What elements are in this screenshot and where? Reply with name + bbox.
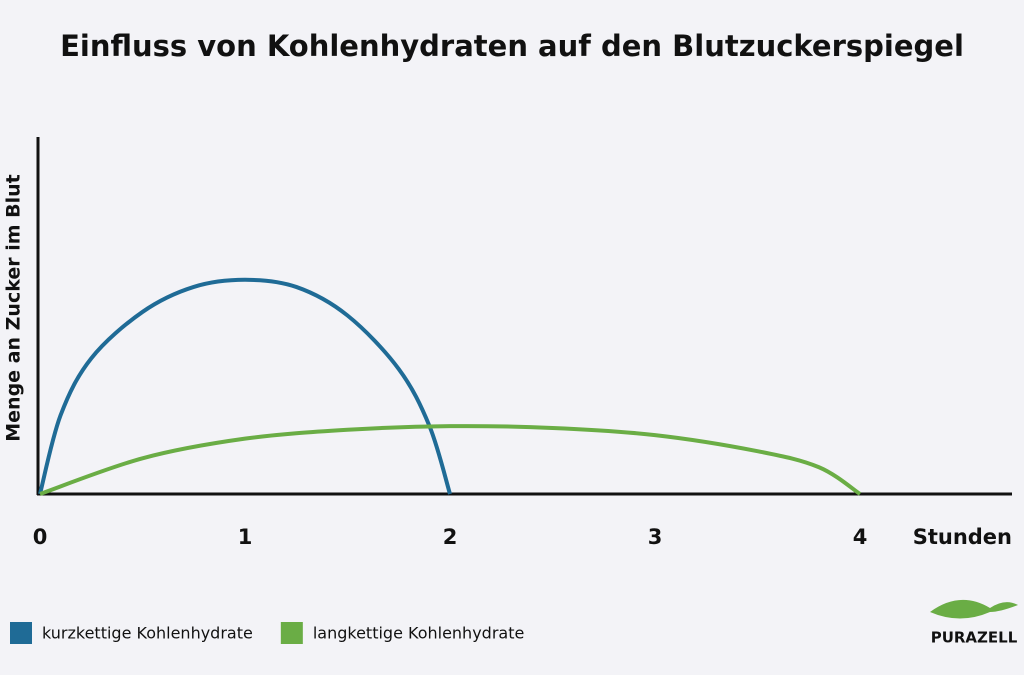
x-tick-label: 3	[648, 525, 663, 549]
logo: PURAZELL	[930, 599, 1018, 647]
logo-leaf	[930, 599, 1018, 619]
x-tick-label: 0	[33, 525, 48, 549]
legend-label: kurzkettige Kohlenhydrate	[42, 624, 253, 643]
x-tick-label: 1	[238, 525, 253, 549]
legend-swatch	[280, 622, 303, 644]
series-line	[38, 277, 452, 495]
x-tick-label: 2	[443, 525, 458, 549]
x-tick-label: 4	[853, 525, 868, 549]
y-axis-label: Menge an Zucker im Blut	[3, 174, 25, 441]
legend-label: langkettige Kohlenhydrate	[313, 624, 524, 643]
legend-swatch	[10, 622, 32, 644]
x-axis-label: Stunden	[913, 525, 1012, 549]
logo-text: PURAZELL	[931, 629, 1018, 647]
series-line	[39, 424, 862, 496]
chart-title: Einfluss von Kohlenhydraten auf den Blut…	[60, 29, 964, 63]
